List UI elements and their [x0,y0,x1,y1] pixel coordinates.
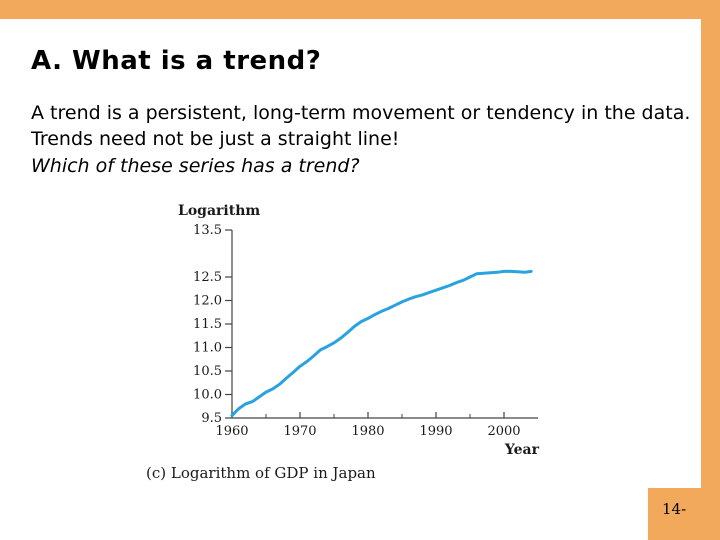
y-tick-label: 11.0 [193,341,222,356]
y-tick-label: 9.5 [201,411,222,426]
x-tick-label: 1970 [283,424,316,439]
frame-right-bar [701,0,720,540]
x-tick-label: 1960 [215,424,248,439]
y-tick-label: 13.5 [193,223,222,238]
x-tick-label: 1990 [419,424,452,439]
frame-top-bar [0,0,720,19]
y-tick-label: 10.0 [193,388,222,403]
series-line-log-gdp-japan [230,269,533,418]
body-text: A trend is a persistent, long-term movem… [31,102,691,150]
chart-svg: 9.5 10.0 10.5 11.0 11.5 12.0 12.5 13.5 1960 1970… [146,203,540,482]
page-number: 14- [662,500,687,518]
chart-caption: (c) Logarithm of GDP in Japan [146,464,376,482]
y-ticks: 9.5 10.0 10.5 11.0 11.5 12.0 12.5 13.5 [193,223,232,426]
body-question: Which of these series has a trend? [31,155,360,177]
y-tick-label: 12.5 [193,270,222,285]
x-tick-label: 2000 [487,424,520,439]
slide-title: A. What is a trend? [31,46,322,76]
page-number-box [648,488,720,540]
x-axis-title: Year [504,442,540,458]
y-tick-label: 11.5 [193,317,222,332]
y-tick-label: 12.0 [193,294,222,309]
chart: 9.5 10.0 10.5 11.0 11.5 12.0 12.5 13.5 1960 1970… [140,196,550,486]
y-tick-label: 10.5 [193,364,222,379]
x-ticks: 1960 1970 1980 1990 2000 [215,412,521,439]
x-tick-label: 1980 [351,424,384,439]
y-axis-title: Logarithm [178,203,260,219]
